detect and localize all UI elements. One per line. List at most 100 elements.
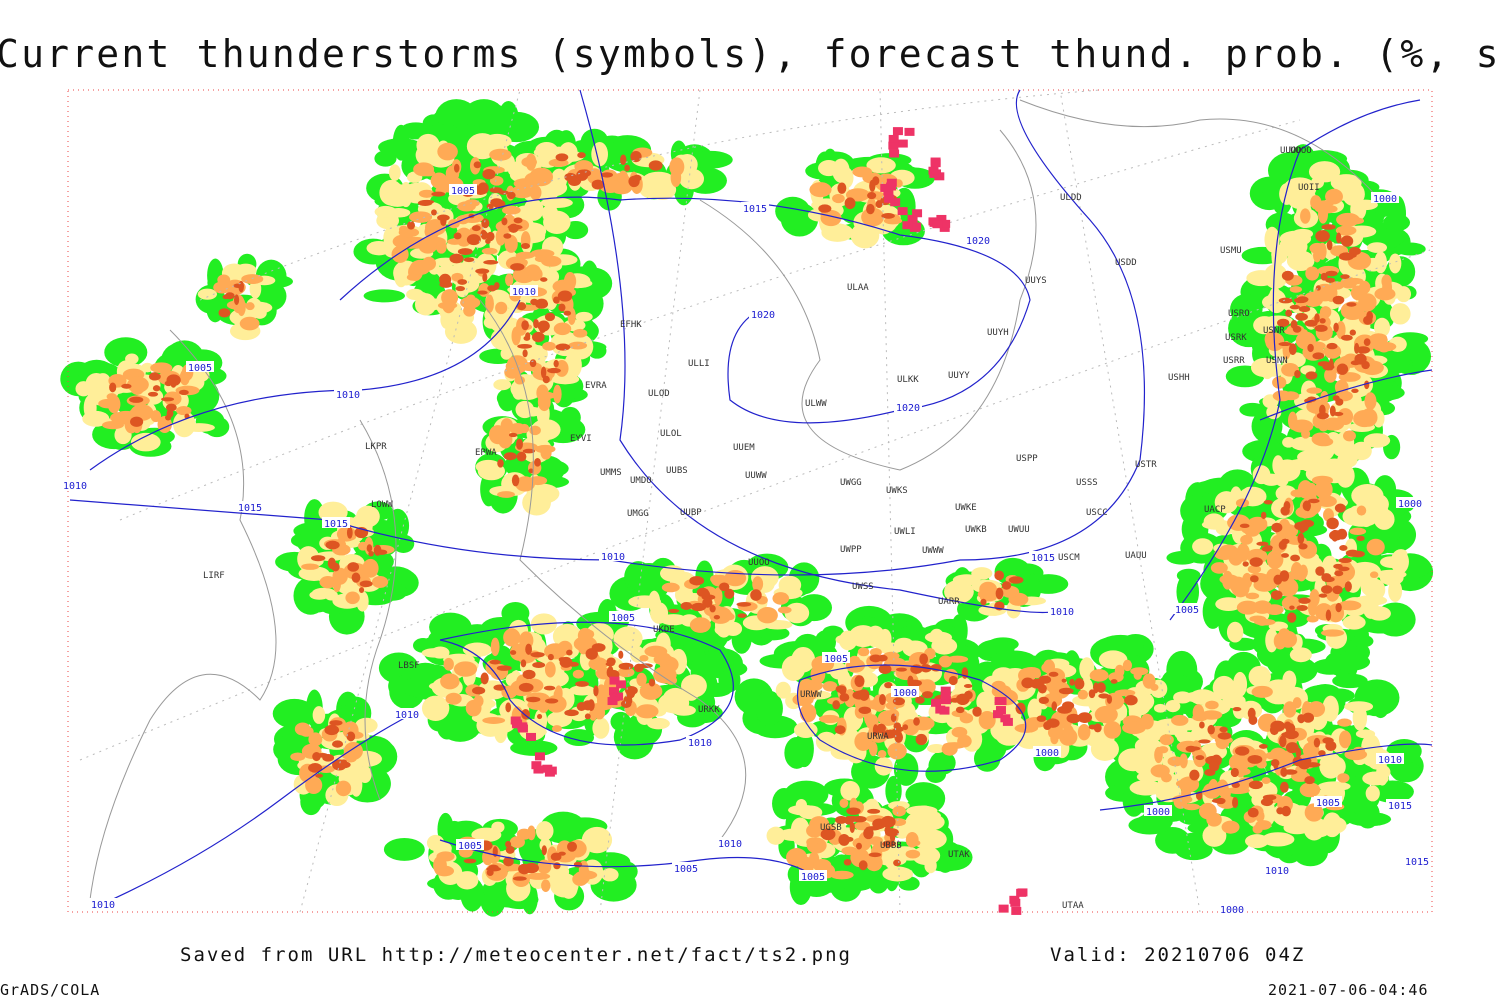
shade-cell: [487, 285, 497, 292]
shade-cell: [1345, 549, 1360, 557]
shade-cell: [1173, 691, 1193, 704]
shade-cell: [342, 751, 356, 760]
shade-cell: [393, 262, 409, 288]
shade-cell: [648, 160, 663, 171]
shade-cell: [1217, 732, 1232, 740]
shade-cell: [234, 294, 240, 306]
shade-cell: [1219, 726, 1228, 733]
isobar-label-bg: [1403, 855, 1431, 866]
shade-cell: [658, 652, 671, 663]
station-label: UWKB: [965, 525, 987, 535]
shade-cell: [1306, 615, 1319, 623]
shade-cell: [550, 873, 579, 898]
shade-cell: [351, 572, 361, 583]
shade-cell: [713, 614, 721, 620]
shade-cell: [535, 298, 548, 307]
shade-cell: [375, 549, 388, 555]
shade-cell: [877, 750, 887, 758]
shade-cell: [852, 166, 873, 178]
isobar-label: 1005: [451, 186, 475, 197]
isobar-label-bg: [716, 837, 744, 848]
isobar-label: 1015: [324, 519, 348, 530]
shade-cell: [592, 717, 610, 739]
shade-cell: [1356, 535, 1365, 542]
storm-symbol: [897, 139, 908, 148]
isobar-label: 1015: [1031, 553, 1055, 564]
isobar-label-bg: [749, 308, 777, 319]
shade-cell: [1253, 578, 1276, 592]
shade-cell: [453, 232, 462, 240]
shade-cell: [955, 693, 970, 706]
shade-cell: [624, 686, 638, 695]
shade-cell: [466, 234, 481, 246]
shade-cell: [515, 400, 535, 419]
shade-cell: [245, 302, 255, 311]
shade-cell: [534, 255, 548, 263]
isobar-label-bg: [236, 501, 264, 512]
shade-cell: [1310, 195, 1322, 210]
shade-cell: [308, 732, 323, 747]
shade-cell: [563, 310, 572, 316]
shade-cell: [1264, 330, 1280, 348]
station-label: LOWW: [371, 500, 393, 510]
shade-cell: [1351, 484, 1384, 508]
shade-cell: [1338, 730, 1352, 749]
shade-cell: [882, 840, 896, 847]
shade-cell: [1036, 715, 1047, 722]
shade-cell: [576, 702, 587, 711]
station-label: URWA: [867, 732, 889, 742]
shade-cell: [541, 879, 551, 892]
shade-cell: [1235, 746, 1250, 756]
shade-cell: [503, 452, 517, 461]
isobar-label: 1010: [1378, 755, 1402, 766]
shade-cell: [510, 263, 525, 271]
shade-cell: [237, 298, 246, 317]
shade-cell: [529, 425, 541, 436]
shade-cell: [335, 780, 352, 797]
isobar-label-bg: [891, 686, 919, 697]
shade-cell: [1242, 561, 1249, 567]
shade-cell: [867, 808, 881, 814]
shade-cell: [1212, 675, 1236, 700]
shade-cell: [498, 100, 519, 138]
shade-cell: [928, 755, 946, 777]
station-label: USRO: [1228, 309, 1250, 319]
plot-frame: [67, 89, 1433, 913]
shade-cell: [1338, 557, 1352, 564]
shade-cell: [542, 341, 556, 351]
shade-cell: [809, 182, 832, 198]
shade-cell: [569, 685, 596, 696]
shade-cell: [1074, 678, 1085, 690]
shade-cell: [1268, 553, 1283, 567]
shade-cell: [1118, 748, 1149, 772]
shade-cell: [913, 717, 920, 726]
shade-cell: [844, 711, 857, 726]
isobar-label: 1005: [458, 841, 482, 852]
shade-cell: [1262, 794, 1277, 801]
isobar-label: 1020: [966, 236, 990, 247]
shade-cell: [1221, 820, 1240, 834]
shade-cell: [503, 233, 512, 239]
shade-cell: [1226, 621, 1244, 643]
shade-cell: [587, 699, 595, 712]
shade-cell: [1077, 724, 1091, 741]
station-label: UUOO: [748, 558, 770, 568]
shade-cell: [963, 683, 973, 689]
shade-cell: [893, 859, 901, 867]
shade-cell: [567, 841, 577, 852]
shade-cell: [1042, 693, 1063, 708]
storm-symbol: [912, 209, 923, 218]
shade-cell: [1354, 595, 1388, 606]
isobar-label-bg: [449, 184, 477, 195]
shade-cell: [1371, 686, 1391, 719]
shade-cell: [766, 826, 786, 845]
shade-cell: [310, 555, 326, 562]
shade-cell: [648, 678, 656, 687]
shade-cell: [1363, 433, 1391, 448]
shade-cell: [955, 706, 965, 714]
probability-shading: [60, 99, 1434, 917]
shade-cell: [683, 685, 699, 701]
shade-cell: [577, 152, 586, 159]
shade-cell: [1255, 820, 1272, 830]
shade-cell: [857, 647, 870, 657]
